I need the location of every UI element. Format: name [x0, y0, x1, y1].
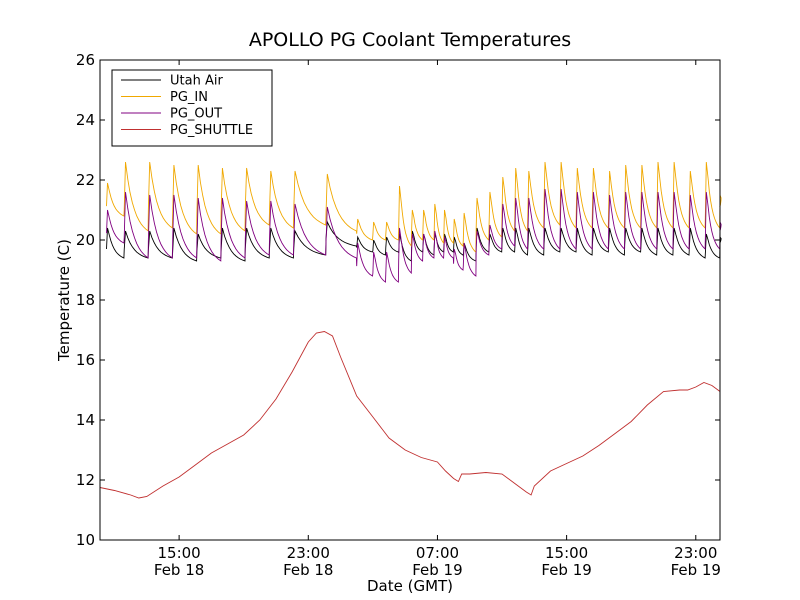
series-line-pg-shuttle	[99, 331, 721, 499]
legend-label: PG_SHUTTLE	[170, 123, 253, 138]
chart-title: APOLLO PG Coolant Temperatures	[249, 29, 571, 51]
x-tick-label-time: 23:00	[287, 544, 330, 562]
series-line-pg-in	[106, 161, 722, 253]
x-tick-label-time: 15:00	[545, 544, 588, 562]
y-tick-label: 22	[76, 171, 95, 189]
y-tick-label: 24	[76, 111, 95, 129]
x-axis-label: Date (GMT)	[367, 577, 453, 595]
x-tick-label-date: Feb 19	[412, 561, 462, 579]
y-tick-label: 10	[76, 531, 95, 549]
x-tick-label-date: Feb 19	[671, 561, 721, 579]
legend-label: PG_IN	[170, 90, 208, 105]
y-tick-label: 14	[76, 411, 95, 429]
series-line-pg-out	[106, 188, 722, 283]
x-tick-label-time: 07:00	[416, 544, 459, 562]
y-tick-label: 12	[76, 471, 95, 489]
y-axis-label: Temperature (C)	[55, 239, 73, 362]
x-tick-label-date: Feb 18	[283, 561, 333, 579]
y-tick-label: 18	[76, 291, 95, 309]
y-tick-label: 16	[76, 351, 95, 369]
x-tick-label-time: 15:00	[157, 544, 200, 562]
x-tick-label-time: 23:00	[674, 544, 717, 562]
y-tick-label: 26	[76, 51, 95, 69]
series-line-utah-air	[106, 220, 722, 262]
legend-label: Utah Air	[170, 74, 223, 89]
legend-box	[111, 69, 273, 147]
series-layer	[99, 161, 722, 499]
x-tick-label-date: Feb 18	[154, 561, 204, 579]
legend-label: PG_OUT	[170, 107, 222, 122]
x-tick-label-date: Feb 19	[541, 561, 591, 579]
y-tick-label: 20	[76, 231, 95, 249]
